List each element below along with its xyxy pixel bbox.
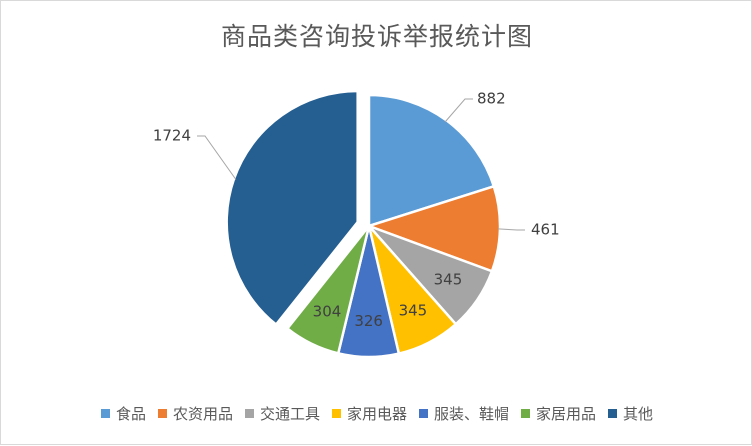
legend-swatch: [157, 409, 167, 418]
pie-slice-6: [285, 225, 371, 355]
legend-swatch: [331, 409, 341, 418]
data-label-2: 461: [531, 221, 560, 239]
legend-swatch: [419, 409, 428, 418]
leader-line-1: [444, 98, 473, 123]
leader-line-7: [197, 135, 237, 180]
leader-line-2: [497, 228, 525, 231]
data-label-3: 345: [434, 270, 463, 288]
legend-swatch: [521, 409, 531, 418]
legend-item-4: 家用电器: [331, 403, 407, 424]
chart-title: 商品类咨询投诉举报统计图: [220, 22, 533, 51]
legend-item-7: 其他: [608, 403, 653, 424]
legend-label: 家居用品: [536, 405, 597, 423]
legend-item-3: 交通工具: [244, 403, 320, 424]
legend-swatch: [608, 409, 618, 418]
legend-item-5: 服装、鞋帽: [419, 403, 509, 424]
pie-slice-7: [225, 89, 359, 327]
legend-label: 农资用品: [172, 405, 233, 423]
legend: 食品 农资用品 交通工具 家用电器 服装、鞋帽 家居用品 其他: [1, 403, 752, 424]
data-label-5: 326: [354, 312, 383, 330]
legend-label: 食品: [115, 405, 146, 423]
legend-swatch: [100, 409, 110, 418]
data-label-7: 1724: [153, 127, 191, 145]
legend-label: 服装、鞋帽: [434, 405, 510, 423]
legend-label: 家用电器: [346, 405, 407, 423]
data-label-6: 304: [313, 302, 342, 320]
legend-item-2: 农资用品: [157, 403, 233, 424]
legend-swatch: [244, 409, 254, 418]
legend-item-6: 家居用品: [521, 403, 596, 424]
data-label-4: 345: [399, 301, 428, 319]
legend-item-1: 食品: [100, 403, 146, 424]
legend-label: 其他: [623, 405, 654, 423]
data-label-1: 882: [477, 90, 506, 108]
legend-label: 交通工具: [259, 405, 320, 423]
